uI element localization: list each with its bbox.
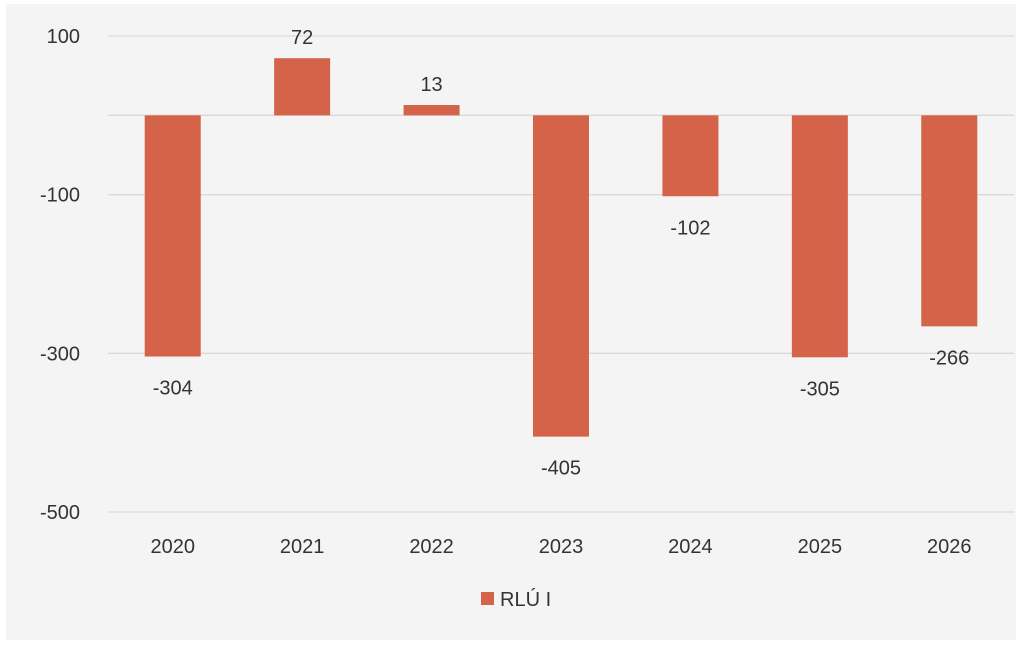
bar	[662, 115, 719, 197]
y-tick-label: -300	[40, 343, 80, 365]
legend-swatch	[481, 592, 494, 605]
x-tick-label: 2023	[539, 536, 584, 558]
data-label: -304	[153, 378, 193, 400]
data-label: 72	[291, 27, 313, 49]
y-axis-tick-labels: 100 -100 -300 -500	[40, 26, 80, 524]
legend: RLÚ I	[481, 588, 551, 611]
bar	[403, 105, 460, 116]
x-tick-label: 2025	[798, 536, 843, 558]
legend-label: RLÚ I	[500, 588, 551, 611]
x-tick-label: 2024	[668, 536, 713, 558]
data-label: -405	[541, 458, 581, 480]
x-tick-label: 2026	[927, 536, 972, 558]
data-label: -266	[929, 347, 969, 369]
data-label: 13	[420, 74, 442, 96]
y-tick-label: -500	[40, 502, 80, 524]
y-tick-label: 100	[47, 26, 80, 48]
bar	[274, 58, 331, 116]
bars	[144, 58, 978, 437]
bar	[921, 115, 978, 327]
bar	[533, 115, 589, 437]
x-axis-tick-labels: 2020 2021 2022 2023 2024 2025 2026	[150, 536, 971, 558]
x-tick-label: 2022	[409, 536, 454, 558]
bar	[791, 115, 848, 358]
y-tick-label: -100	[40, 185, 80, 207]
data-labels: -304 72 13 -405 -102 -305 -266	[153, 27, 970, 479]
data-label: -102	[670, 217, 710, 239]
bar	[144, 115, 201, 357]
data-label: -305	[800, 378, 840, 400]
x-tick-label: 2021	[280, 536, 325, 558]
x-tick-label: 2020	[150, 536, 195, 558]
